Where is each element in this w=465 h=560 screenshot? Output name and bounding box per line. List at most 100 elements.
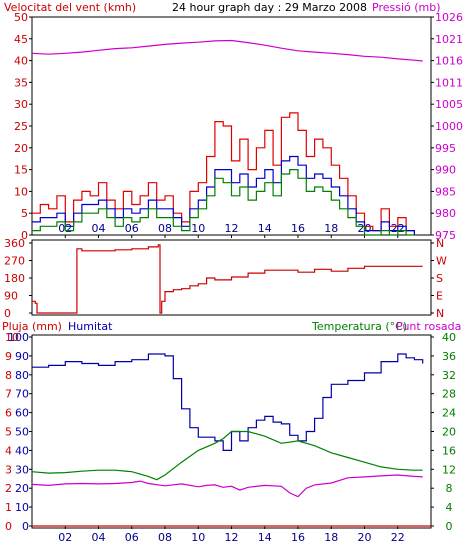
series-humidity xyxy=(32,353,424,451)
compass-label: S xyxy=(436,272,443,285)
hour-tick-label: 06 xyxy=(125,222,139,235)
direction-y-tick-label: 90 xyxy=(4,290,18,303)
hour-tick-label: 14 xyxy=(258,531,272,544)
humidity-y-tick-label: 60 xyxy=(15,407,29,420)
wind-y-tick-label: 15 xyxy=(14,164,28,177)
hour-tick-label: 08 xyxy=(158,222,172,235)
wind-y-tick-label: 45 xyxy=(14,33,28,46)
wind-y-tick-label: 35 xyxy=(14,76,28,89)
hour-tick-label: 16 xyxy=(291,531,305,544)
direction-y-tick-label: 360 xyxy=(4,237,25,250)
series-wind_green xyxy=(32,169,415,236)
hour-tick-label: 14 xyxy=(258,222,272,235)
compass-label: N xyxy=(436,307,444,320)
wind-y-tick-label: 0 xyxy=(21,229,28,242)
hour-tick-label: 20 xyxy=(358,531,372,544)
compass-label: E xyxy=(436,290,443,303)
pressure-y-tick-label: 980 xyxy=(435,207,456,220)
pressure-y-tick-label: 1021 xyxy=(435,33,463,46)
hour-tick-label: 18 xyxy=(324,222,338,235)
rain-y-tick-label: 0 xyxy=(5,520,12,533)
wind-y-tick-label: 10 xyxy=(14,185,28,198)
hour-tick-label: 10 xyxy=(191,531,205,544)
temp-y-tick-label: 40 xyxy=(442,331,456,344)
rain-y-tick-label: 7 xyxy=(5,388,12,401)
pressure-y-tick-label: 990 xyxy=(435,164,456,177)
humidity-y-tick-label: 40 xyxy=(15,444,29,457)
pressure-y-tick-label: 985 xyxy=(435,185,456,198)
hour-tick-label: 16 xyxy=(291,222,305,235)
hour-tick-label: 06 xyxy=(125,531,139,544)
chart-title: 24 hour graph day : 29 Marzo 2008 xyxy=(172,1,367,14)
compass-label: W xyxy=(436,255,447,268)
wind-axis-title: Velocitat del vent (kmh) xyxy=(4,1,136,14)
series-pressure xyxy=(31,39,423,62)
direction-y-tick-label: 0 xyxy=(4,307,11,320)
hour-tick-label: 12 xyxy=(225,531,239,544)
rain-y-tick-label: 3 xyxy=(5,463,12,476)
hour-tick-label: 04 xyxy=(92,531,106,544)
temp-y-tick-label: 32 xyxy=(442,369,456,382)
hour-tick-label: 04 xyxy=(92,222,106,235)
rain-y-tick-label: 2 xyxy=(5,482,12,495)
series-temperature xyxy=(31,430,423,481)
humidity-y-tick-label: 10 xyxy=(15,501,29,514)
hour-tick-label: 12 xyxy=(225,222,239,235)
temp-y-tick-label: 28 xyxy=(442,388,456,401)
direction-y-tick-label: 270 xyxy=(4,255,25,268)
direction-y-tick-label: 180 xyxy=(4,272,25,285)
rain-y-tick-label: 4 xyxy=(5,444,12,457)
pressure-y-tick-label: 1016 xyxy=(435,55,463,68)
temperature-legend-label: Temperatura (°C) xyxy=(311,320,407,333)
rain-y-tick-label: 5 xyxy=(5,426,12,439)
hour-tick-label: 22 xyxy=(391,531,405,544)
humidity-y-tick-label: 80 xyxy=(15,369,29,382)
pressure-y-tick-label: 1000 xyxy=(435,120,463,133)
wind-y-tick-label: 50 xyxy=(14,11,28,24)
wind-y-tick-label: 5 xyxy=(21,207,28,220)
temp-y-tick-label: 4 xyxy=(446,501,453,514)
temp-y-tick-label: 16 xyxy=(442,444,456,457)
hour-tick-label: 02 xyxy=(58,531,72,544)
rain-y-tick-label: 1 xyxy=(5,501,12,514)
pressure-y-tick-label: 975 xyxy=(435,229,456,242)
series-wind_avg xyxy=(32,155,415,235)
humidity-y-tick-label: 50 xyxy=(15,426,29,439)
pressure-y-tick-label: 1011 xyxy=(435,76,463,89)
humidity-y-tick-label: 70 xyxy=(15,388,29,401)
wind-y-tick-label: 25 xyxy=(14,120,28,133)
temp-y-tick-label: 20 xyxy=(442,426,456,439)
wind-y-tick-label: 20 xyxy=(14,142,28,155)
humidity-y-tick-label: 90 xyxy=(15,350,29,363)
series-gust xyxy=(32,112,415,235)
rain-y-tick-label: 8 xyxy=(5,369,12,382)
humidity-y-tick-label: 0 xyxy=(22,520,29,533)
hour-tick-label: 18 xyxy=(324,531,338,544)
dewpoint-legend-label: Punt rosada xyxy=(396,320,461,333)
compass-label: N xyxy=(436,237,444,250)
pressure-axis-title: Pressió (mb) xyxy=(372,1,441,14)
hour-tick-label: 08 xyxy=(158,531,172,544)
humidity-y-tick-label: 30 xyxy=(15,463,29,476)
humidity-y-tick-label: 20 xyxy=(15,482,29,495)
temp-y-tick-label: 8 xyxy=(446,482,453,495)
hour-tick-label: 10 xyxy=(191,222,205,235)
pressure-y-tick-label: 1026 xyxy=(435,11,463,24)
pressure-y-tick-label: 1005 xyxy=(435,98,463,111)
pressure-y-tick-label: 995 xyxy=(435,142,456,155)
temp-y-tick-label: 0 xyxy=(446,520,453,533)
rain-axis-title: Pluja (mm) xyxy=(2,320,62,333)
series-direction xyxy=(32,244,423,314)
rain-y-tick-label: 10 xyxy=(5,331,19,344)
humidity-y-tick-label: 100 xyxy=(8,331,29,344)
temp-y-tick-label: 36 xyxy=(442,350,456,363)
wind-y-tick-label: 40 xyxy=(14,55,28,68)
series-dew_point xyxy=(31,474,423,498)
rain-y-tick-label: 6 xyxy=(5,407,12,420)
rain-y-tick-label: 9 xyxy=(5,350,12,363)
wind-y-tick-label: 30 xyxy=(14,98,28,111)
temp-y-tick-label: 12 xyxy=(442,463,456,476)
humidity-legend-label: Humitat xyxy=(68,320,113,333)
